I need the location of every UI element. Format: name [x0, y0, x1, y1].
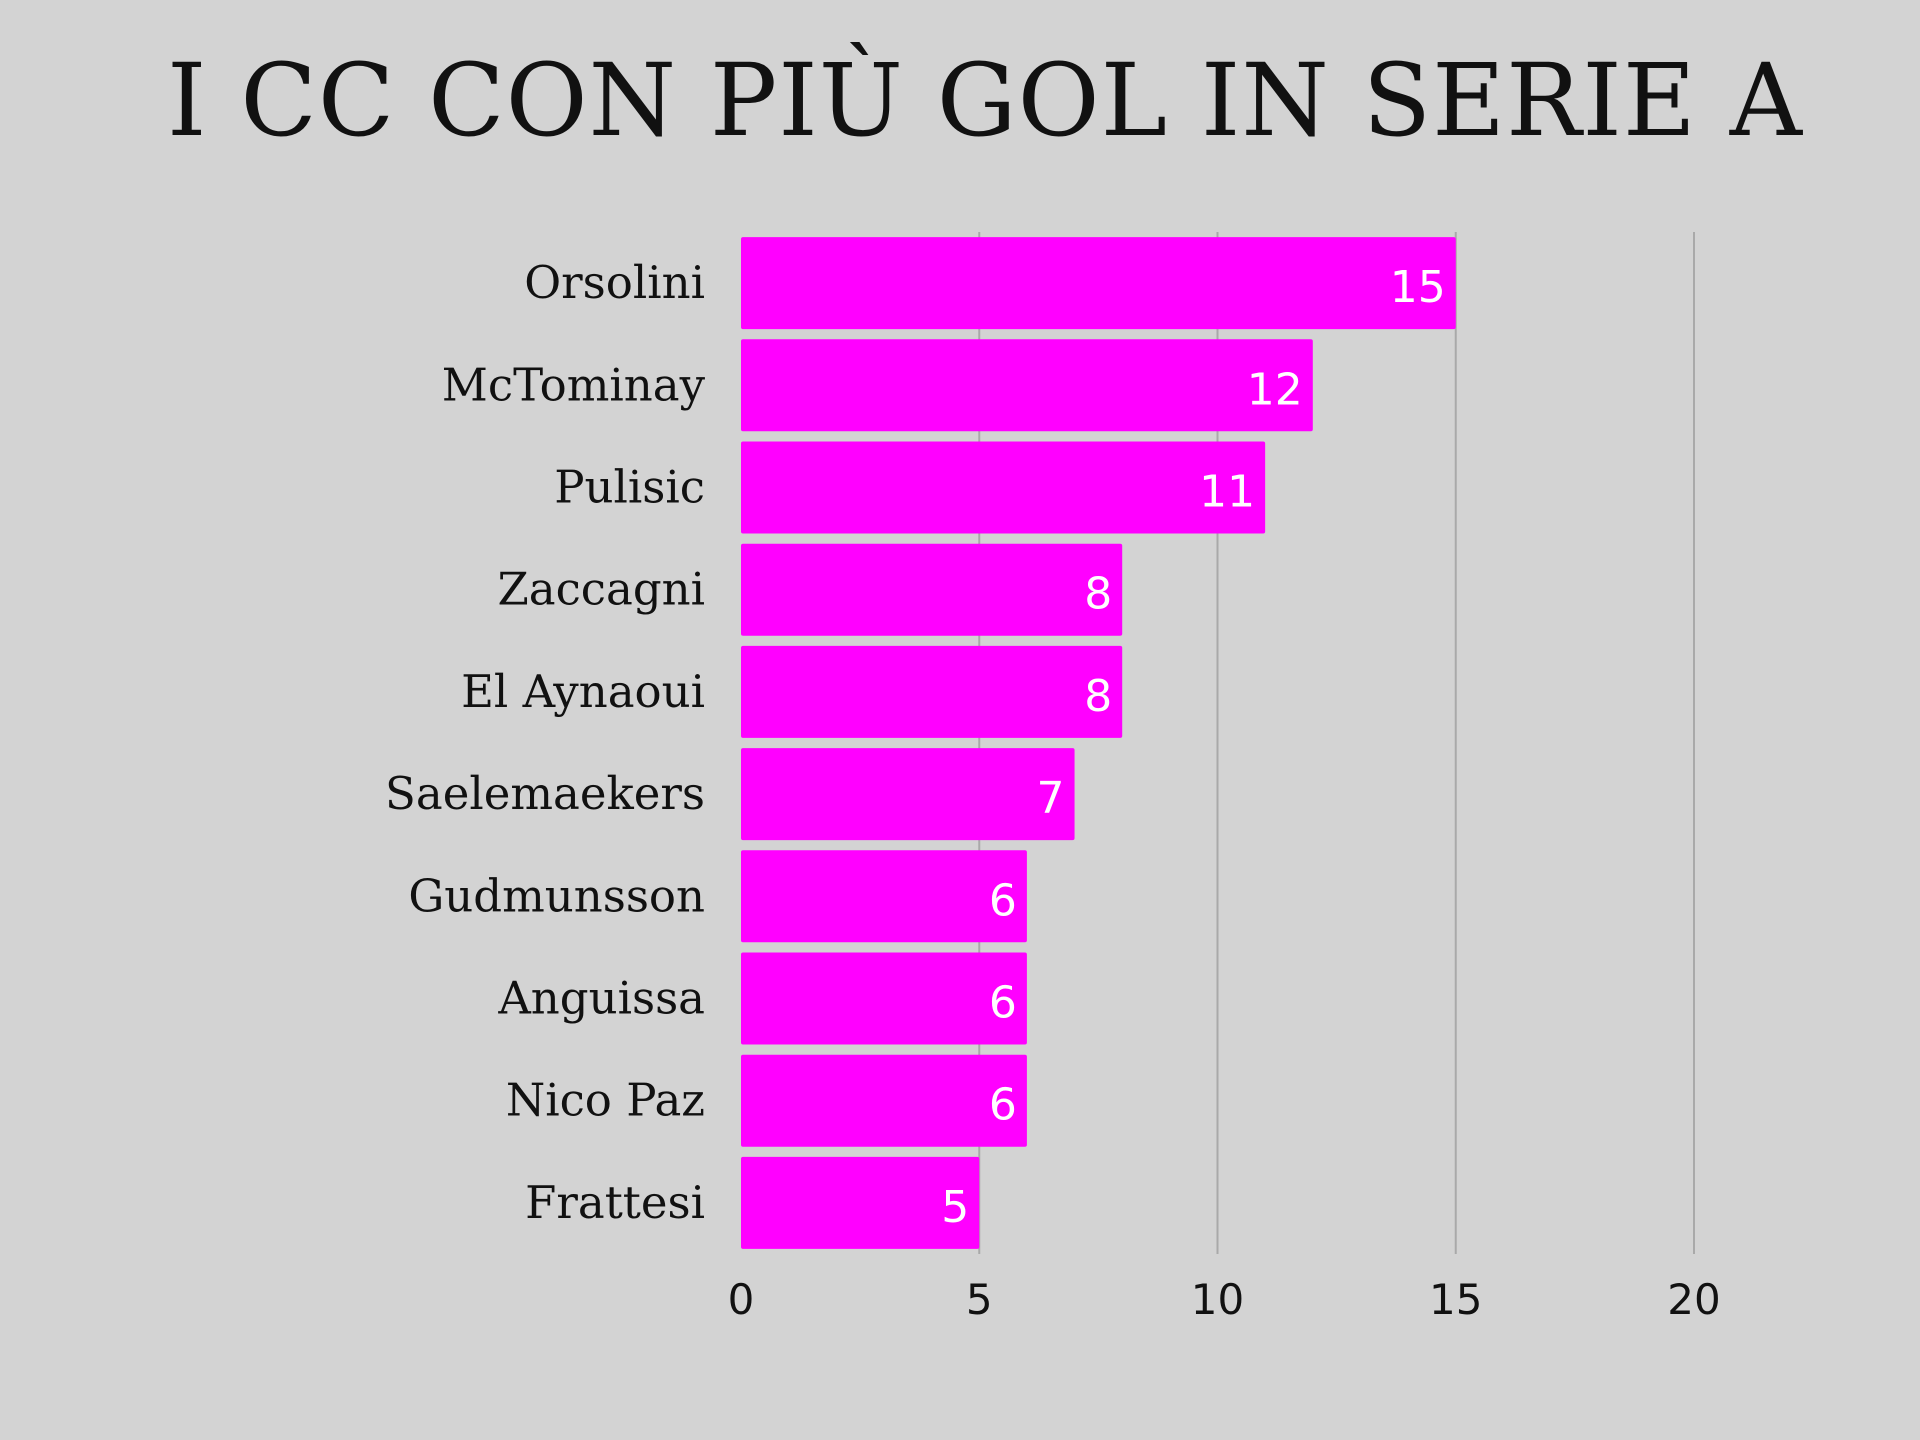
- category-label: Frattesi: [525, 1176, 705, 1229]
- x-tick-label: 10: [1191, 1275, 1244, 1324]
- bar: [741, 339, 1313, 432]
- bar: [741, 441, 1266, 534]
- value-label: 6: [989, 978, 1017, 1029]
- x-tick-label: 20: [1667, 1275, 1720, 1324]
- category-label: Pulisic: [554, 461, 705, 514]
- bar: [741, 1156, 980, 1249]
- value-label: 12: [1247, 364, 1303, 415]
- category-label: Gudmunsson: [408, 869, 705, 922]
- category-label: El Aynaoui: [461, 665, 705, 718]
- bar: [741, 850, 1027, 943]
- value-label: 7: [1037, 773, 1065, 824]
- category-label: Anguissa: [497, 972, 705, 1025]
- value-label: 8: [1084, 671, 1112, 722]
- value-label: 15: [1390, 262, 1446, 313]
- x-tick-label: 0: [728, 1275, 755, 1324]
- value-label: 6: [989, 875, 1017, 926]
- category-label: Nico Paz: [506, 1074, 705, 1127]
- labels: 0 5 10 15 20 Orsolini 15 McTominay 12 Pulisic 11 Za…: [385, 256, 1721, 1324]
- value-label: 6: [989, 1080, 1017, 1131]
- bar: [741, 645, 1123, 738]
- bar: [741, 952, 1027, 1045]
- category-label: Zaccagni: [497, 563, 705, 616]
- bars: [741, 237, 1456, 1249]
- chart-title: I CC CON PIÙ GOL IN SERIE A: [167, 42, 1803, 159]
- value-label: 5: [941, 1182, 969, 1233]
- category-label: Orsolini: [524, 256, 705, 309]
- value-label: 11: [1199, 467, 1255, 518]
- bar: [741, 1054, 1027, 1147]
- x-tick-label: 15: [1429, 1275, 1482, 1324]
- bar: [741, 748, 1075, 841]
- x-tick-label: 5: [966, 1275, 993, 1324]
- category-label: Saelemaekers: [385, 767, 705, 820]
- bar: [741, 237, 1456, 330]
- value-label: 8: [1084, 569, 1112, 620]
- bar: [741, 543, 1123, 636]
- category-label: McTominay: [442, 358, 706, 411]
